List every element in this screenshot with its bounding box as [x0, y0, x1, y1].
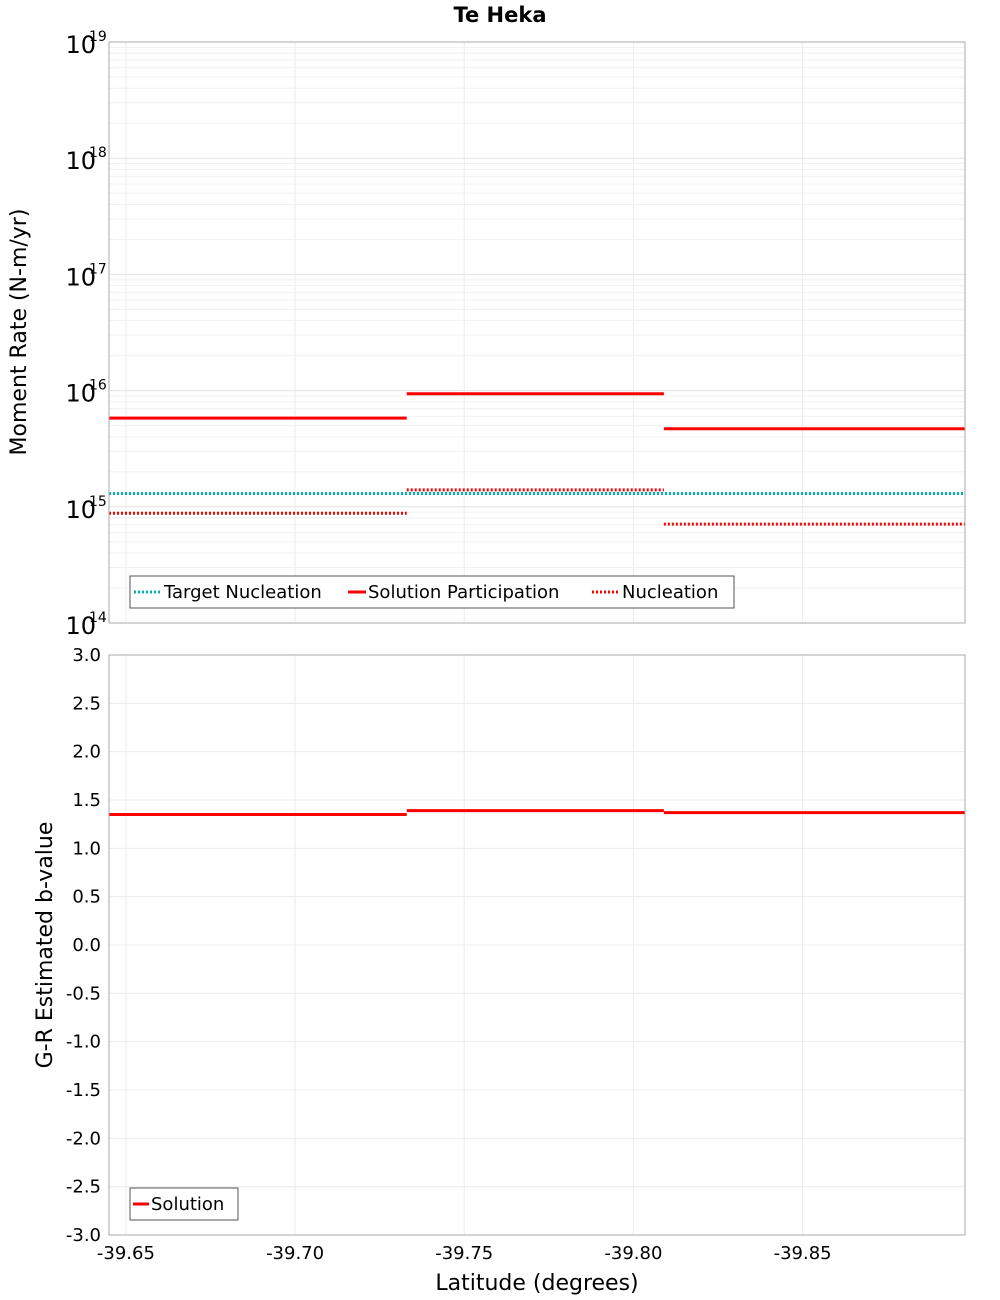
legend-label-target-nucleation: Target Nucleation	[163, 582, 322, 603]
x-tick-label: -39.70	[266, 1243, 324, 1264]
top-y-tick-label: 10	[65, 380, 96, 408]
bottom-plot-border	[108, 654, 966, 1236]
bottom-y-tick-label: 0.0	[72, 935, 101, 956]
legend-label-nucleation: Nucleation	[622, 582, 718, 603]
top-y-tick-label: 10	[65, 263, 96, 291]
x-tick-label: -39.80	[604, 1243, 662, 1264]
top-y-tick-exponent: 14	[89, 610, 107, 626]
bottom-y-tick-label: 2.0	[72, 742, 101, 763]
bottom-y-tick-label: 3.0	[72, 645, 101, 666]
top-y-tick-exponent: 18	[89, 145, 107, 161]
top-plot-border	[108, 41, 966, 624]
bottom-y-axis-label: G-R Estimated b-value	[33, 822, 58, 1069]
bottom-y-tick-label: -1.0	[66, 1032, 101, 1053]
x-tick-label: -39.75	[435, 1243, 493, 1264]
x-axis-label: Latitude (degrees)	[435, 1271, 638, 1296]
bottom-panel: 3.0 2.5 2.0 1.5 1.0 0.5 0.0 -0.5 -1.0 -1.5 -2.0 -2.…	[33, 645, 966, 1296]
top-y-tick-exponent: 16	[89, 378, 107, 394]
bottom-y-tick-label: -1.5	[66, 1080, 101, 1101]
bottom-y-tick-label: -0.5	[66, 983, 101, 1004]
top-y-tick-label: 10	[65, 31, 96, 59]
bottom-y-tick-label: 1.5	[72, 790, 101, 811]
bottom-y-tick-label: 2.5	[72, 693, 101, 714]
bottom-y-tick-label: 1.0	[72, 838, 101, 859]
x-tick-label: -39.85	[774, 1243, 832, 1264]
bottom-y-tick-label: 0.5	[72, 887, 101, 908]
top-plot-area	[109, 42, 965, 623]
chart-title: Te Heka	[453, 3, 546, 27]
x-tick-label: -39.65	[97, 1243, 155, 1264]
top-legend: Target Nucleation Solution Participation…	[129, 575, 735, 609]
bottom-legend: Solution	[129, 1187, 239, 1221]
top-y-tick-exponent: 17	[89, 261, 107, 277]
legend-label-solution: Solution	[151, 1194, 224, 1215]
top-y-tick-exponent: 19	[89, 29, 107, 45]
legend-label-solution-participation: Solution Participation	[368, 582, 559, 603]
top-y-tick-exponent: 15	[89, 494, 107, 510]
bottom-y-tick-label: -2.0	[66, 1128, 101, 1149]
bottom-y-tick-label: -3.0	[66, 1225, 101, 1246]
top-y-axis-label: Moment Rate (N-m/yr)	[7, 209, 32, 456]
top-y-tick-label: 10	[65, 147, 96, 175]
bottom-y-tick-label: -2.5	[66, 1177, 101, 1198]
top-y-tick-label: 10	[65, 612, 96, 640]
top-y-tick-label: 10	[65, 496, 96, 524]
